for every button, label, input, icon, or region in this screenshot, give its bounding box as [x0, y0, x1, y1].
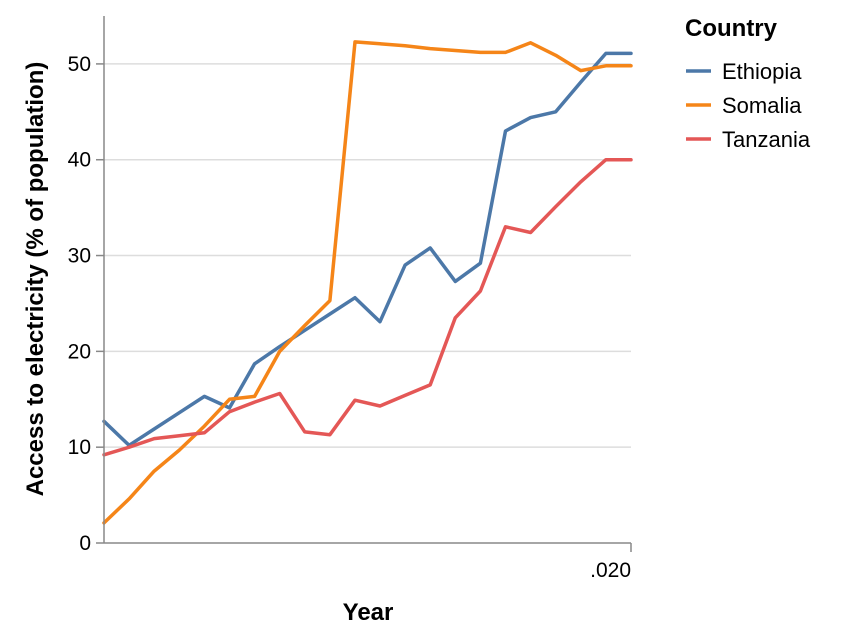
axes — [103, 16, 631, 544]
series-lines — [102, 40, 633, 525]
y-tick-label: 30 — [68, 245, 91, 268]
y-tick-label: 40 — [68, 149, 91, 172]
series-line-tanzania — [102, 157, 633, 457]
y-tick-label: 20 — [68, 340, 91, 363]
y-tick-label: 10 — [68, 436, 91, 459]
x-axis-title: Year — [343, 599, 394, 626]
series-line-ethiopia — [102, 51, 633, 448]
x-ticks: .020 — [590, 543, 632, 582]
legend: Country Ethiopia Somalia Tanzania — [685, 15, 811, 152]
legend-label-ethiopia: Ethiopia — [722, 59, 802, 84]
y-tick-label: 50 — [68, 53, 91, 76]
y-axis-title: Access to electricity (% of population) — [22, 62, 49, 497]
legend-label-somalia: Somalia — [722, 93, 802, 118]
legend-label-tanzania: Tanzania — [722, 127, 811, 152]
legend-title: Country — [685, 15, 778, 42]
gridlines — [104, 63, 631, 448]
y-tick-label: 0 — [79, 532, 91, 555]
series-line-somalia — [102, 40, 633, 525]
x-tick-label: .020 — [590, 559, 631, 582]
y-ticks: 0 10 20 30 40 50 — [68, 53, 104, 555]
